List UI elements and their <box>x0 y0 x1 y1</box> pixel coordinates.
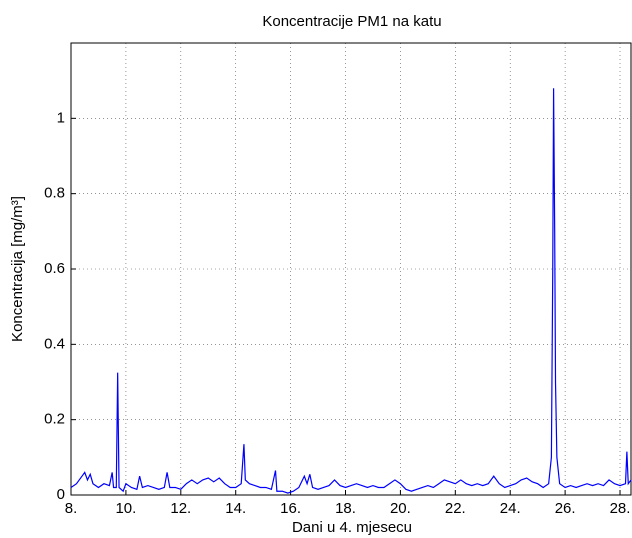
chart-title: Koncentracije PM1 na katu <box>262 13 441 30</box>
x-tick-label: 8. <box>65 500 78 517</box>
x-tick-label: 28. <box>610 500 631 517</box>
y-axis-label: Koncentracija [mg/m³] <box>9 196 26 342</box>
x-tick-label: 12. <box>170 500 191 517</box>
x-tick-label: 14. <box>225 500 246 517</box>
plot-frame <box>70 42 632 496</box>
x-tick-label: 22. <box>445 500 466 517</box>
y-tick-label: 1 <box>57 109 65 126</box>
y-tick-label: 0.6 <box>44 260 65 277</box>
y-tick-label: 0.2 <box>44 411 65 428</box>
y-tick-label: 0.8 <box>44 185 65 202</box>
x-tick-label: 24. <box>500 500 521 517</box>
y-tick-label: 0 <box>57 486 65 503</box>
x-tick-label: 10. <box>115 500 136 517</box>
x-tick-label: 16. <box>280 500 301 517</box>
x-axis-label: Dani u 4. mjesecu <box>292 519 412 536</box>
x-tick-label: 20. <box>390 500 411 517</box>
x-tick-label: 26. <box>555 500 576 517</box>
y-tick-label: 0.4 <box>44 335 65 352</box>
data-line <box>70 88 632 494</box>
x-tick-label: 18. <box>335 500 356 517</box>
